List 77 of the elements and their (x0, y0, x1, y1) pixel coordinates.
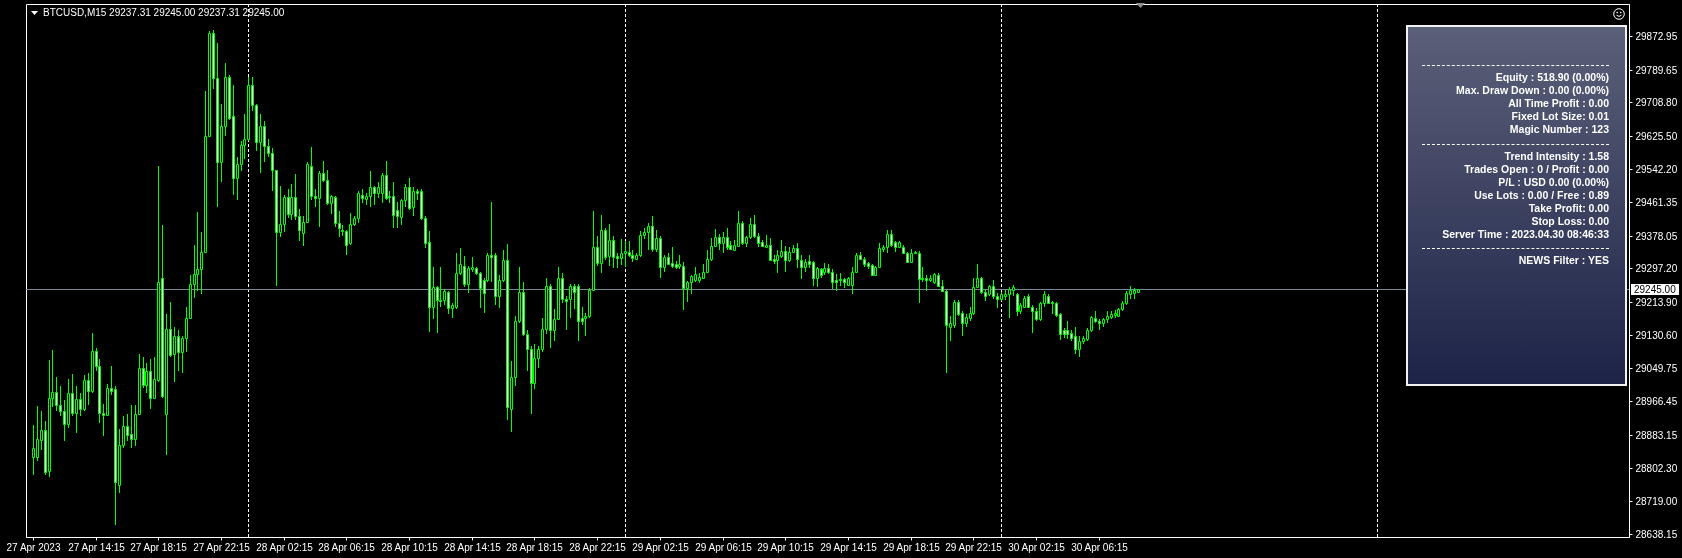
x-tick-label: 28 Apr 02:15 (256, 541, 314, 553)
y-tick-label: 29625.50 (1635, 130, 1678, 142)
y-tick-label: 28883.15 (1635, 429, 1678, 441)
x-tick-label: 30 Apr 06:15 (1071, 541, 1129, 553)
y-tick-label: 29708.80 (1635, 96, 1678, 108)
candlestick (32, 424, 35, 476)
candlestick (177, 329, 180, 372)
y-tick-label: 29213.90 (1635, 296, 1678, 308)
annotation: P/L : USD 0.00 (0.00%) (1498, 175, 1609, 188)
x-tick-label: 29 Apr 18:15 (883, 541, 941, 553)
candlestick (612, 235, 615, 269)
y-tick-label: 29872.95 (1635, 30, 1678, 42)
y-tick-label: 28802.30 (1635, 462, 1678, 474)
annotation: All Time Profit : 0.00 (1508, 97, 1609, 109)
annotation: Trades Open : 0 / Profit : 0.00 (1464, 162, 1609, 175)
annotation: Equity : 518.90 (0.00%) (1495, 71, 1609, 83)
candlestick (549, 283, 552, 349)
candlestick (506, 243, 509, 421)
y-tick-label: 29297.20 (1635, 262, 1678, 274)
x-tick-label: 27 Apr 18:15 (130, 541, 188, 553)
x-tick-label: 29 Apr 14:15 (820, 541, 878, 553)
candlestick (173, 326, 176, 383)
annotation: Fixed Lot Size: 0.01 (1511, 110, 1609, 122)
candlestick (369, 170, 372, 208)
y-tick-label: 29049.75 (1635, 362, 1678, 374)
candlestick (114, 385, 117, 526)
candlestick (682, 261, 685, 311)
candlestick (800, 254, 803, 280)
x-tick-label: 28 Apr 06:15 (318, 541, 376, 553)
y-tick-label: 29789.65 (1635, 64, 1678, 76)
candlestick (75, 385, 78, 434)
x-tick-label: 29 Apr 22:15 (945, 541, 1003, 553)
candlestick (196, 211, 199, 292)
annotation: Server Time : 2023.04.30 08:46:33 (1442, 227, 1609, 240)
annotation: Take Profit: 0.00 (1528, 201, 1609, 214)
x-tick-label: 27 Apr 2023 (6, 541, 61, 553)
annotation: Stop Loss: 0.00 (1531, 214, 1609, 227)
x-tick-label: 28 Apr 22:15 (569, 541, 627, 553)
annotation: Use Lots : 0.00 / Free : 0.89 (1474, 188, 1609, 201)
annotation: Magic Number : 123 (1509, 123, 1609, 135)
candlestick (600, 214, 603, 274)
x-tick-label: 27 Apr 22:15 (193, 541, 251, 553)
candlestick (608, 223, 611, 267)
annotation: Trend Intensity : 1.58 (1504, 149, 1609, 162)
x-tick-label: 30 Apr 02:15 (1008, 541, 1066, 553)
candlestick (722, 231, 725, 254)
ref-line-label: 29245.00 (1631, 283, 1679, 295)
y-tick-label: 28638.15 (1635, 528, 1678, 540)
candlestick (318, 170, 321, 228)
y-tick-label: 29130.60 (1635, 329, 1678, 341)
y-tick-label: 29461.35 (1635, 196, 1678, 208)
candlestick (149, 358, 152, 410)
x-tick-label: 27 Apr 14:15 (68, 541, 126, 553)
y-tick-label: 28966.45 (1635, 395, 1678, 407)
x-tick-label: 28 Apr 10:15 (381, 541, 439, 553)
x-tick-label: 29 Apr 02:15 (632, 541, 690, 553)
candlestick (925, 274, 928, 292)
candlestick (263, 120, 266, 163)
candlestick (659, 235, 662, 279)
y-tick-label: 29542.20 (1635, 163, 1678, 175)
x-tick-label: 28 Apr 14:15 (444, 541, 502, 553)
x-tick-label: 28 Apr 18:15 (506, 541, 564, 553)
x-tick-label: 29 Apr 10:15 (757, 541, 815, 553)
annotation: NEWS Filter : YES (1518, 254, 1609, 266)
candlestick (381, 172, 384, 204)
candlestick (569, 283, 572, 319)
x-tick-label: 29 Apr 06:15 (695, 541, 753, 553)
y-tick-label: 29378.05 (1635, 230, 1678, 242)
annotation: Max. Draw Down : 0.00 (0.00%) (1456, 84, 1609, 96)
y-tick-label: 28719.00 (1635, 495, 1678, 507)
chart-title: BTCUSD,M15 29237.31 29245.00 29237.31 29245.00 (43, 6, 285, 18)
candlestick (392, 181, 395, 229)
candlestick (577, 283, 580, 342)
candlestick (647, 222, 650, 251)
candlestick (1008, 286, 1011, 319)
candlestick (624, 240, 627, 268)
candlestick (784, 245, 787, 273)
